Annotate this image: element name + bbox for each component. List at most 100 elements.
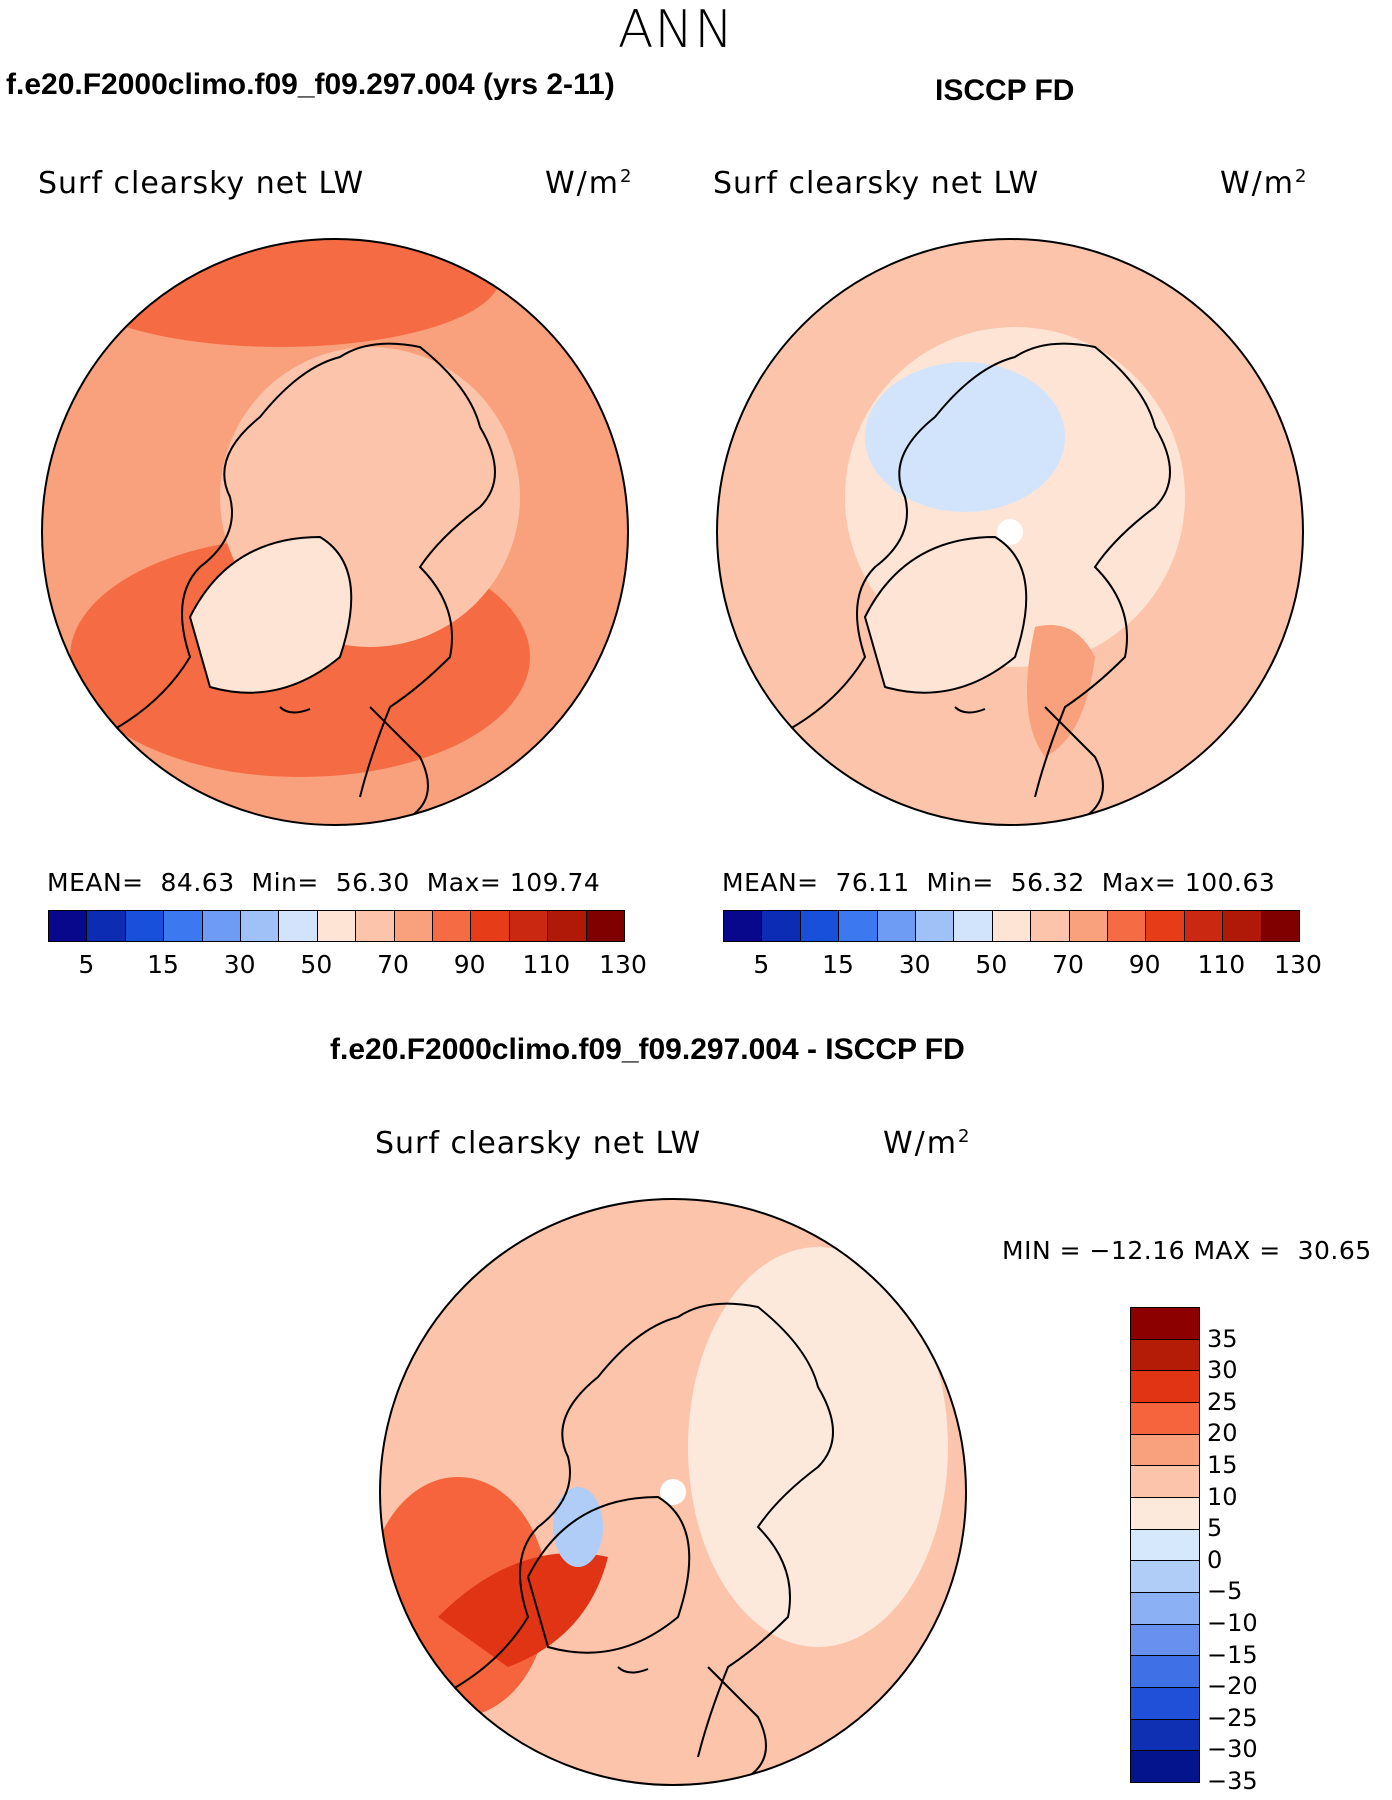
panel1-colorbar-tick-label: 30 — [223, 950, 256, 979]
panel3-colorbar-swatch — [1131, 1403, 1199, 1435]
panel1-colorbar-swatch — [356, 911, 395, 941]
panel2-colorbar-swatch — [1108, 911, 1147, 941]
panel1-colorbar-swatch — [509, 911, 549, 941]
panel1-colorbar-swatch — [317, 911, 357, 941]
panel3-pole-hole — [660, 1479, 686, 1505]
panel3-coastlines — [437, 1302, 834, 1778]
panel2-colorbar-tick-label: 15 — [822, 950, 854, 979]
panel2-central-arctic-field — [865, 362, 1065, 512]
panel1-stats: MEAN= 84.63 Min= 56.30 Max= 109.74 — [47, 868, 601, 897]
panel3-colorbar-tick-label: −15 — [1207, 1640, 1258, 1669]
panel2-colorbar-swatch — [839, 911, 878, 941]
panel2-units: W/m2 — [1220, 166, 1309, 201]
panel1-colorbar-tick-label: 130 — [599, 950, 647, 979]
panel2-pole-hole — [997, 519, 1023, 545]
panel2-polar-map — [716, 238, 1304, 826]
panel3-colorbar-swatch — [1131, 1339, 1199, 1372]
panel2-coastlines — [774, 342, 1171, 818]
panel2-colorbar-swatch — [1184, 911, 1224, 941]
panel1-colorbar-ticks: 5 15 30 50 70 90 110 130 — [48, 950, 646, 980]
panel3-units: W/m2 — [883, 1126, 972, 1161]
panel1-colorbar-swatch — [586, 911, 625, 941]
panel1-colorbar-tick-label: 110 — [522, 950, 571, 979]
panel3-colorbar-tick-label: 25 — [1207, 1387, 1238, 1416]
panel1-colorbar — [48, 910, 625, 942]
panel2-colorbar-swatch — [954, 911, 993, 941]
panel2-colorbar-swatch — [877, 911, 917, 941]
panel3-colorbar-swatch — [1131, 1624, 1199, 1657]
panel3-colorbar-swatch — [1131, 1466, 1199, 1499]
panel1-greenland-field — [190, 537, 352, 693]
panel1-colorbar-tick-label: 5 — [78, 950, 95, 979]
panel3-colorbar-swatch — [1131, 1561, 1199, 1594]
panel2-case-title: ISCCP FD — [935, 74, 1075, 107]
panel1-coastlines — [99, 342, 496, 818]
panel1-colorbar-swatch — [394, 911, 434, 941]
panel2-colorbar-swatch — [916, 911, 955, 941]
panel2-colorbar-swatch — [1146, 911, 1185, 941]
panel2-greenland-field — [865, 537, 1027, 693]
panel3-colorbar-tick-label: −20 — [1207, 1672, 1258, 1701]
panel1-colorbar-swatch — [279, 911, 318, 941]
panel3-colorbar-swatch — [1131, 1434, 1199, 1467]
panel2-colorbar-tick-label: 50 — [975, 950, 1008, 979]
panel2-stats: MEAN= 76.11 Min= 56.32 Max= 100.63 — [722, 868, 1276, 897]
panel3-colorbar-tick-label: −30 — [1207, 1735, 1258, 1764]
panel3-north-atlantic-field — [438, 1553, 608, 1667]
panel3-colorbar-tick-label: 5 — [1207, 1514, 1223, 1543]
panel1-variable-label: Surf clearsky net LW — [38, 166, 365, 201]
panel3-colorbar-tick-label: −25 — [1207, 1703, 1258, 1732]
panel2-colorbar-swatch — [1069, 911, 1109, 941]
panel3-colorbar-tick-label: 0 — [1207, 1545, 1223, 1574]
panel3-colorbar-swatch — [1131, 1751, 1199, 1783]
panel3-colorbar-swatch — [1131, 1529, 1199, 1562]
panel2-colorbar-swatch — [724, 911, 763, 941]
panel3-colorbar-swatch — [1131, 1719, 1199, 1752]
panel3-colorbar-swatch — [1131, 1498, 1199, 1530]
panel3-colorbar-swatch — [1131, 1308, 1199, 1340]
panel2-colorbar-swatch — [1031, 911, 1070, 941]
panel2-colorbar-tick-label: 130 — [1274, 950, 1322, 979]
panel1-map-boundary — [41, 238, 629, 826]
panel3-siberia-field — [688, 1247, 948, 1647]
panel1-colorbar-swatch — [241, 911, 280, 941]
panel3-colorbar-tick-label: 15 — [1207, 1450, 1238, 1479]
panel2-scandinavia-field — [1027, 625, 1095, 757]
panel2-colorbar-tick-label: 90 — [1128, 950, 1161, 979]
panel3-polar-map — [379, 1198, 967, 1786]
panel1-case-title: f.e20.F2000climo.f09_f09.297.004 (yrs 2-… — [6, 68, 615, 101]
panel3-colorbar-swatch — [1131, 1371, 1199, 1404]
panel2-colorbar-swatch — [800, 911, 840, 941]
panel3-map-boundary — [379, 1198, 967, 1786]
panel3-case-title: f.e20.F2000climo.f09_f09.297.004 - ISCCP… — [330, 1033, 965, 1066]
panel2-colorbar-swatch — [1261, 911, 1300, 941]
panel2-colorbar-tick-label: 110 — [1197, 950, 1246, 979]
panel1-colorbar-swatch — [202, 911, 242, 941]
panel3-colorbar-tick-label: 30 — [1207, 1356, 1238, 1385]
panel3-colorbar-swatch — [1131, 1656, 1199, 1689]
panel3-colorbar-ticks: 35 30 25 20 15 10 5 0 −5 −10 −15 −20 −25 −30 −35 — [1207, 1307, 1287, 1795]
panel1-colorbar-swatch — [87, 911, 126, 941]
panel2-colorbar-tick-label: 5 — [753, 950, 770, 979]
panel3-colorbar-tick-label: −10 — [1207, 1608, 1258, 1637]
panel3-variable-label: Surf clearsky net LW — [375, 1126, 702, 1161]
panel1-units: W/m2 — [545, 166, 634, 201]
panel3-colorbar-tick-label: 35 — [1207, 1324, 1238, 1353]
panel1-polar-map — [41, 238, 629, 826]
panel1-colorbar-tick-label: 15 — [147, 950, 179, 979]
panel1-colorbar-swatch — [125, 911, 165, 941]
panel1-colorbar-swatch — [471, 911, 510, 941]
panel2-colorbar — [723, 910, 1300, 942]
panel1-colorbar-tick-label: 90 — [453, 950, 486, 979]
panel1-colorbar-swatch — [548, 911, 587, 941]
panel3-stats: MIN = −12.16 MAX = 30.65 — [1002, 1236, 1372, 1265]
panel2-colorbar-ticks: 5 15 30 50 70 90 110 130 — [723, 950, 1321, 980]
panel2-colorbar-swatch — [762, 911, 801, 941]
panel2-variable-label: Surf clearsky net LW — [713, 166, 1040, 201]
panel3-colorbar-swatch — [1131, 1688, 1199, 1720]
panel1-colorbar-swatch — [49, 911, 88, 941]
panel1-colorbar-swatch — [164, 911, 203, 941]
panel3-colorbar-tick-label: −5 — [1207, 1577, 1243, 1606]
panel3-colorbar-tick-label: 20 — [1207, 1419, 1238, 1448]
panel1-colorbar-tick-label: 50 — [300, 950, 333, 979]
